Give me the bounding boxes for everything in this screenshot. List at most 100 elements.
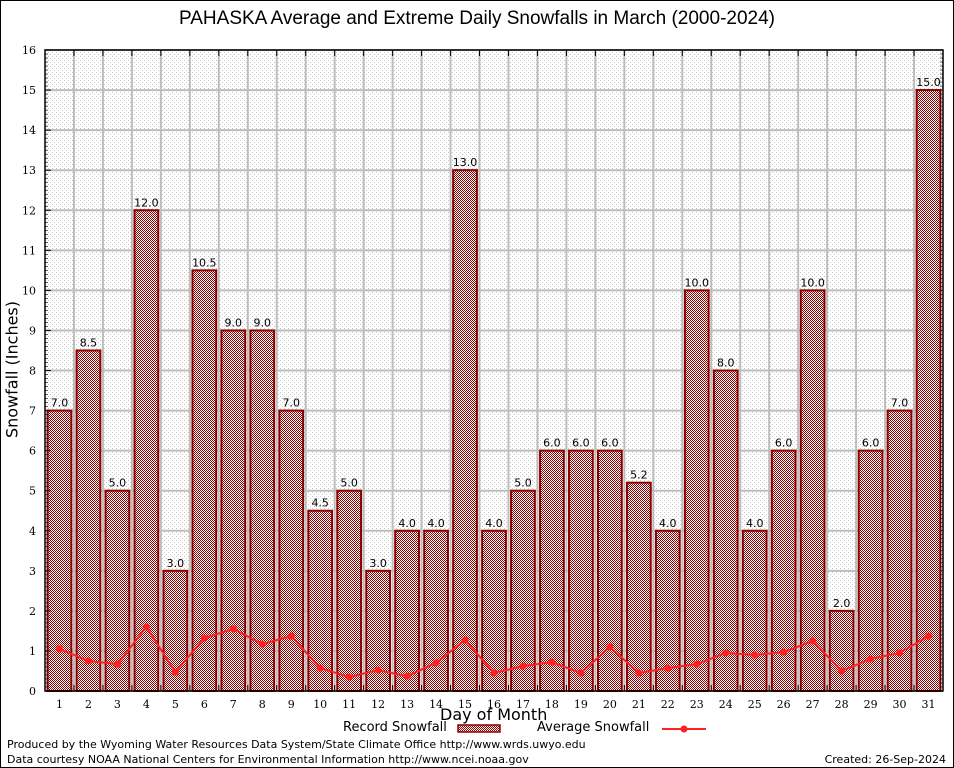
average-snowfall-point <box>693 660 701 668</box>
average-snowfall-point <box>925 632 933 640</box>
average-snowfall-point <box>606 643 614 651</box>
x-tick-label: 27 <box>806 698 820 711</box>
average-snowfall-point <box>113 660 121 668</box>
average-snowfall-point <box>142 623 150 631</box>
average-snowfall-point <box>229 625 237 633</box>
average-snowfall-point <box>171 668 179 676</box>
x-tick-label: 22 <box>661 698 675 711</box>
x-tick-label: 31 <box>922 698 936 711</box>
bar-value-label: 3.0 <box>369 557 387 570</box>
bar-value-label: 15.0 <box>916 76 941 89</box>
legend-record-snowfall-label: Record Snowfall <box>343 720 447 735</box>
average-snowfall-point <box>432 659 440 667</box>
bar-value-label: 6.0 <box>775 437 793 450</box>
average-snowfall-point <box>867 655 875 663</box>
x-tick-label: 26 <box>777 698 791 711</box>
x-tick-label: 29 <box>864 698 878 711</box>
bar-value-label: 7.0 <box>891 397 909 410</box>
y-tick-label: 6 <box>29 445 36 458</box>
x-tick-label: 21 <box>632 698 646 711</box>
x-axis-label: Day of Month <box>440 705 548 724</box>
average-snowfall-point <box>519 662 527 670</box>
bar-value-label: 2.0 <box>833 597 851 610</box>
legend-average-snowfall-marker <box>680 725 688 733</box>
bar-value-label: 10.0 <box>685 276 710 289</box>
average-snowfall-point <box>316 664 324 672</box>
record-snowfall-bar <box>857 449 884 692</box>
average-snowfall-point <box>461 636 469 644</box>
y-tick-label: 5 <box>29 485 36 498</box>
record-snowfall-bar <box>249 329 276 692</box>
bar-value-label: 9.0 <box>225 316 243 329</box>
footer-produced-by: Produced by the Wyoming Water Resources … <box>7 738 586 751</box>
x-tick-label: 10 <box>313 698 327 711</box>
x-tick-label: 20 <box>603 698 617 711</box>
x-tick-label: 2 <box>85 698 92 711</box>
average-snowfall-point <box>287 632 295 640</box>
record-snowfall-bar <box>481 529 507 692</box>
y-tick-label: 10 <box>22 284 36 297</box>
record-snowfall-bar <box>510 489 536 692</box>
bar-value-label: 3.0 <box>167 557 185 570</box>
y-tick-label: 9 <box>29 324 36 337</box>
average-snowfall-point <box>780 648 788 656</box>
bar-value-label: 8.5 <box>80 336 98 349</box>
bar-value-label: 7.0 <box>282 397 300 410</box>
x-tick-label: 23 <box>690 698 704 711</box>
x-tick-label: 17 <box>516 698 530 711</box>
x-tick-label: 18 <box>545 698 559 711</box>
record-snowfall-bar <box>220 329 247 692</box>
y-tick-label: 1 <box>29 645 36 658</box>
x-tick-label: 14 <box>429 698 443 711</box>
average-snowfall-point <box>374 666 382 674</box>
bar-value-label: 6.0 <box>862 437 880 450</box>
average-snowfall-point <box>809 637 817 645</box>
average-snowfall-point <box>577 669 585 677</box>
record-snowfall-bar <box>712 369 739 692</box>
x-tick-label: 8 <box>259 698 266 711</box>
record-snowfall-bar <box>394 529 420 692</box>
average-snowfall-point <box>200 634 208 642</box>
x-tick-label: 30 <box>893 698 907 711</box>
x-tick-label: 6 <box>201 698 208 711</box>
y-tick-label: 12 <box>22 204 36 217</box>
average-snowfall-point <box>722 649 730 657</box>
average-snowfall-point <box>84 657 92 665</box>
y-tick-label: 0 <box>29 685 36 698</box>
record-snowfall-bar <box>915 89 942 692</box>
bar-value-label: 7.0 <box>51 397 69 410</box>
average-snowfall-point <box>548 658 556 666</box>
x-tick-label: 9 <box>288 698 295 711</box>
x-tick-label: 15 <box>458 698 472 711</box>
x-tick-label: 24 <box>719 698 733 711</box>
average-snowfall-point <box>751 651 759 659</box>
bar-value-label: 13.0 <box>453 156 478 169</box>
x-tick-label: 3 <box>114 698 121 711</box>
average-snowfall-point <box>345 673 353 681</box>
record-snowfall-bar <box>828 609 855 692</box>
bar-value-label: 8.0 <box>717 357 735 370</box>
record-snowfall-bar <box>191 269 218 692</box>
x-tick-label: 16 <box>487 698 501 711</box>
bar-value-label: 4.0 <box>485 517 503 530</box>
average-snowfall-point <box>838 667 846 675</box>
record-snowfall-bar <box>133 209 160 692</box>
y-tick-label: 3 <box>29 565 36 578</box>
x-tick-label: 5 <box>172 698 179 711</box>
y-tick-label: 14 <box>22 124 36 137</box>
y-tick-label: 11 <box>22 244 36 257</box>
average-snowfall-point <box>258 640 266 648</box>
bar-value-label: 4.0 <box>746 517 764 530</box>
x-tick-label: 25 <box>748 698 762 711</box>
record-snowfall-bar <box>278 409 305 692</box>
average-snowfall-point <box>490 669 498 677</box>
y-tick-label: 4 <box>29 525 36 538</box>
x-tick-label: 19 <box>574 698 588 711</box>
bar-value-label: 5.0 <box>109 477 127 490</box>
bar-value-label: 5.2 <box>630 469 648 482</box>
y-tick-label: 16 <box>22 44 36 57</box>
record-snowfall-bar <box>568 449 594 692</box>
y-tick-label: 7 <box>29 405 36 418</box>
record-snowfall-bar <box>75 349 102 692</box>
record-snowfall-bar <box>452 169 478 692</box>
